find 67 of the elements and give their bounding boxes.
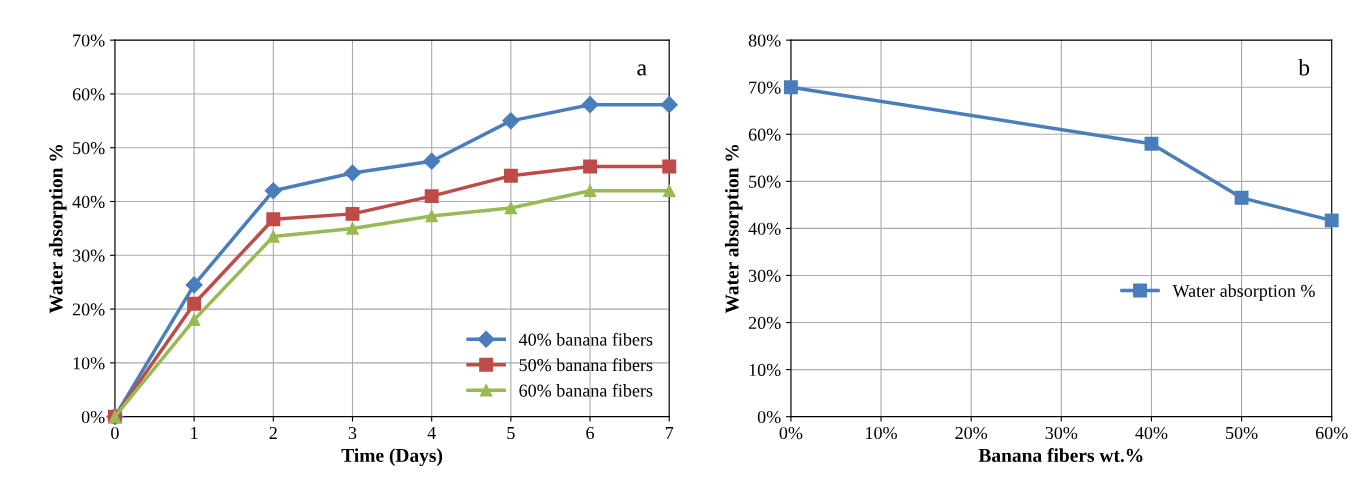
x-tick-label: 7 (665, 427, 674, 439)
point (187, 313, 201, 327)
x-tick-label: 0% (779, 426, 803, 440)
y-tick-label: 0% (81, 410, 105, 424)
point (662, 184, 676, 198)
y-tick-label: 30% (748, 269, 781, 282)
point (343, 164, 362, 182)
point (504, 201, 518, 215)
point (266, 212, 281, 227)
y-tick-label: 70% (749, 81, 781, 94)
y-axis-title: Water absorption % (48, 145, 67, 314)
y-tick-label: 0% (757, 410, 781, 424)
annotation: a (637, 64, 647, 76)
y-tick-label: 60% (748, 128, 781, 141)
point (660, 96, 678, 114)
point (346, 222, 359, 235)
x-axis-title: Banana fibers wt.% (978, 448, 1143, 463)
point (423, 152, 441, 170)
point (581, 96, 599, 114)
x-tick-label: 40% (1135, 426, 1168, 440)
x-tick-label: 4 (427, 427, 436, 439)
point (783, 80, 798, 95)
point (583, 184, 597, 198)
point (187, 296, 202, 311)
x-tick-label: 0 (111, 426, 119, 440)
x-axis-title: Time (Days) (341, 448, 443, 466)
x-tick-label: 2 (269, 426, 277, 439)
annotation: b (1298, 58, 1310, 76)
point (425, 209, 438, 223)
point (1324, 213, 1339, 228)
y-tick-label: 40% (748, 222, 781, 235)
y-tick-label: 40% (72, 195, 105, 209)
legend-label: 50% banana fibers (519, 358, 653, 372)
y-tick-label: 80% (748, 34, 781, 47)
point (264, 182, 282, 200)
x-tick-label: 6 (586, 426, 595, 440)
x-tick-label: 60% (1315, 426, 1348, 440)
y-tick-label: 50% (73, 141, 105, 155)
x-tick-label: 10% (866, 426, 897, 440)
y-tick-label: 60% (72, 88, 105, 101)
x-tick-label: 5 (507, 427, 515, 440)
point (267, 230, 280, 243)
legend-label: Water absorption % (1172, 284, 1315, 301)
point (1144, 136, 1159, 151)
x-tick-label: 20% (955, 426, 988, 440)
y-tick-label: 10% (73, 357, 105, 370)
y-tick-label: 50% (749, 175, 781, 188)
legend-label: 40% banana fibers (518, 332, 653, 346)
point (424, 189, 439, 204)
point (583, 159, 597, 174)
y-tick-label: 10% (749, 363, 781, 377)
x-tick-label: 30% (1045, 426, 1078, 440)
x-tick-label: 1 (191, 426, 198, 439)
y-tick-label: 30% (72, 249, 105, 262)
y-axis-title: Water absorption % (724, 145, 743, 314)
x-tick-label: 50% (1226, 426, 1258, 440)
point (345, 206, 360, 221)
point (662, 159, 677, 174)
point (503, 168, 518, 183)
point (1234, 190, 1249, 205)
x-tick-label: 3 (348, 426, 357, 440)
legend-label: 60% banana fibers (519, 383, 653, 397)
y-tick-label: 20% (72, 303, 105, 316)
point (502, 112, 520, 130)
point (185, 276, 203, 294)
y-tick-label: 20% (748, 316, 781, 330)
y-tick-label: 70% (73, 34, 105, 47)
